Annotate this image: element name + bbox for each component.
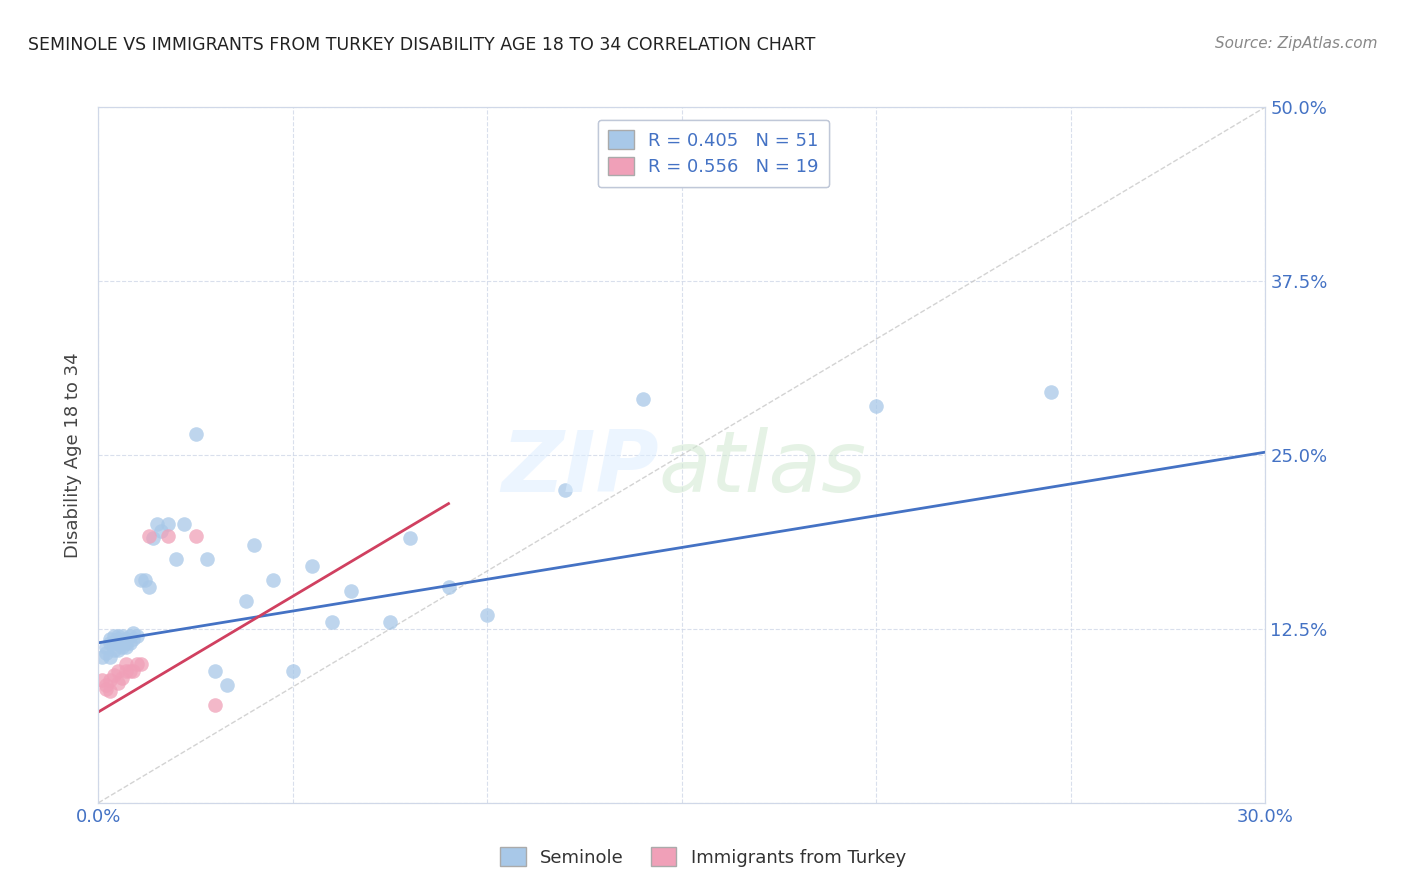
Point — [96, 646, 118, 660]
Point — [146, 517, 169, 532]
Point — [477, 607, 499, 622]
Point — [138, 528, 160, 542]
Point — [111, 640, 134, 654]
Point — [96, 681, 118, 696]
Point — [96, 677, 118, 691]
Point — [122, 626, 145, 640]
Point — [107, 642, 129, 657]
Point — [157, 528, 180, 542]
Point — [398, 532, 420, 546]
Point — [118, 664, 141, 678]
Point — [111, 629, 134, 643]
Point — [98, 636, 121, 650]
Point — [204, 664, 226, 678]
Point — [111, 636, 134, 650]
Point — [157, 517, 180, 532]
Point — [107, 629, 129, 643]
Point — [114, 640, 136, 654]
Point — [235, 594, 257, 608]
Point — [111, 671, 134, 685]
Point — [142, 532, 165, 546]
Point — [301, 559, 323, 574]
Text: Source: ZipAtlas.com: Source: ZipAtlas.com — [1215, 36, 1378, 51]
Point — [114, 657, 136, 671]
Point — [127, 657, 149, 671]
Text: ZIP: ZIP — [501, 427, 658, 510]
Point — [107, 676, 129, 690]
Point — [118, 629, 141, 643]
Point — [631, 392, 654, 407]
Text: atlas: atlas — [658, 427, 866, 510]
Point — [149, 524, 172, 539]
Point — [129, 573, 152, 587]
Point — [554, 483, 576, 497]
Point — [122, 664, 145, 678]
Point — [107, 632, 129, 646]
Point — [1040, 385, 1063, 400]
Legend: Seminole, Immigrants from Turkey: Seminole, Immigrants from Turkey — [494, 840, 912, 874]
Point — [262, 573, 284, 587]
Point — [138, 580, 160, 594]
Point — [103, 642, 125, 657]
Point — [321, 615, 343, 629]
Point — [91, 673, 114, 688]
Point — [98, 632, 121, 646]
Point — [204, 698, 226, 713]
Point — [122, 632, 145, 646]
Point — [340, 584, 363, 599]
Point — [129, 657, 152, 671]
Point — [243, 538, 266, 552]
Point — [281, 664, 304, 678]
Point — [195, 552, 218, 566]
Point — [107, 664, 129, 678]
Point — [103, 667, 125, 681]
Point — [134, 573, 156, 587]
Point — [184, 528, 207, 542]
Point — [98, 673, 121, 688]
Point — [98, 684, 121, 698]
Point — [173, 517, 195, 532]
Y-axis label: Disability Age 18 to 34: Disability Age 18 to 34 — [65, 352, 83, 558]
Point — [215, 677, 238, 691]
Point — [865, 399, 887, 413]
Point — [103, 629, 125, 643]
Point — [127, 629, 149, 643]
Legend: R = 0.405   N = 51, R = 0.556   N = 19: R = 0.405 N = 51, R = 0.556 N = 19 — [598, 120, 830, 187]
Point — [114, 636, 136, 650]
Point — [118, 636, 141, 650]
Point — [114, 632, 136, 646]
Point — [103, 636, 125, 650]
Point — [165, 552, 187, 566]
Point — [437, 580, 460, 594]
Point — [380, 615, 402, 629]
Point — [91, 649, 114, 664]
Point — [184, 427, 207, 442]
Point — [96, 640, 118, 654]
Point — [114, 664, 136, 678]
Text: SEMINOLE VS IMMIGRANTS FROM TURKEY DISABILITY AGE 18 TO 34 CORRELATION CHART: SEMINOLE VS IMMIGRANTS FROM TURKEY DISAB… — [28, 36, 815, 54]
Point — [98, 649, 121, 664]
